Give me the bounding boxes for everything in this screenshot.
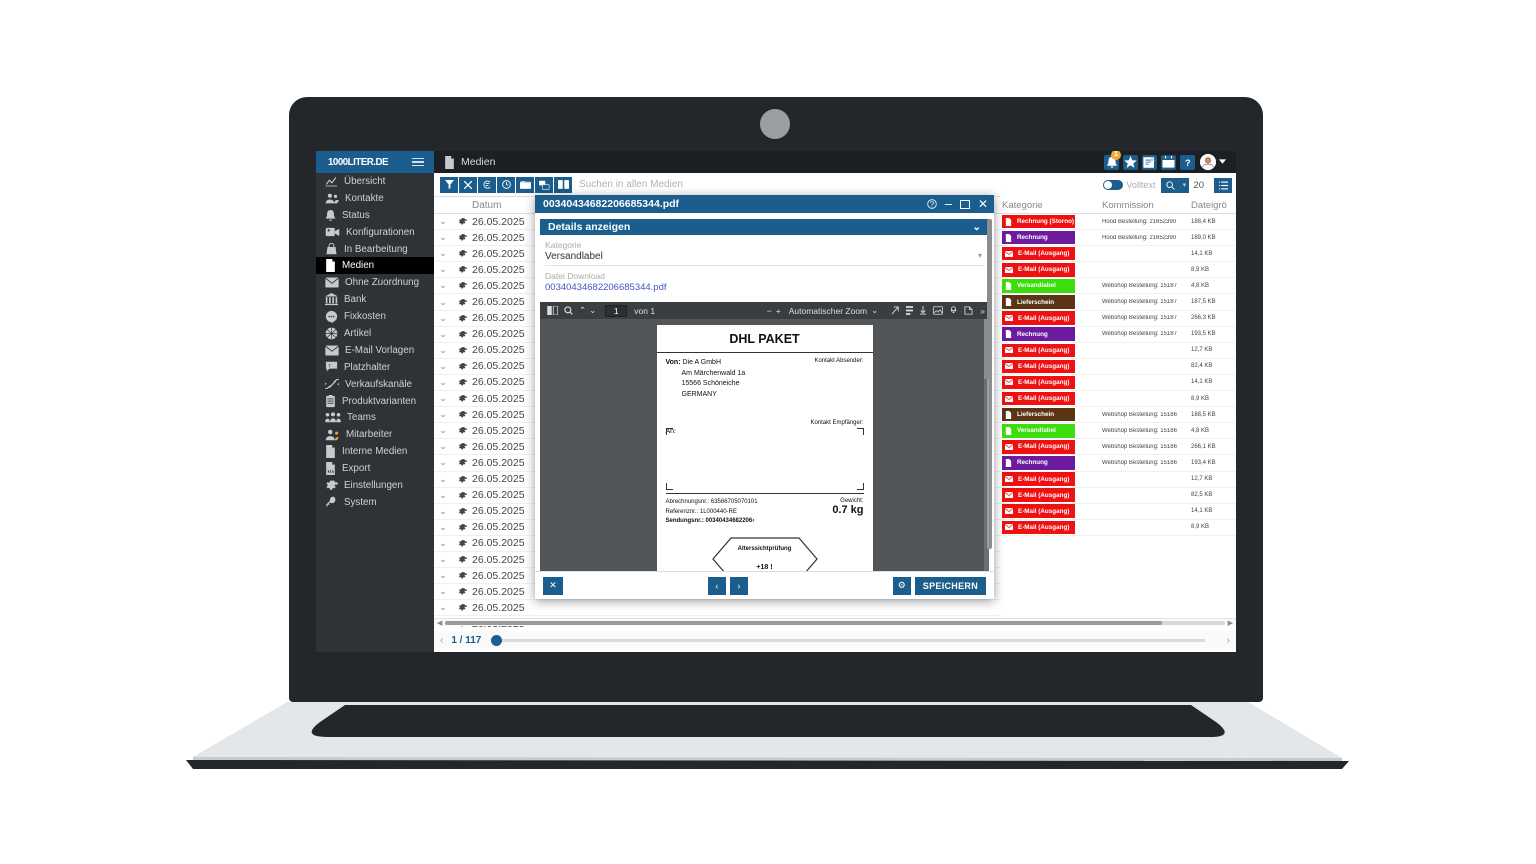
svg-text:T: T xyxy=(328,364,331,370)
svg-text:?: ? xyxy=(1185,158,1190,167)
